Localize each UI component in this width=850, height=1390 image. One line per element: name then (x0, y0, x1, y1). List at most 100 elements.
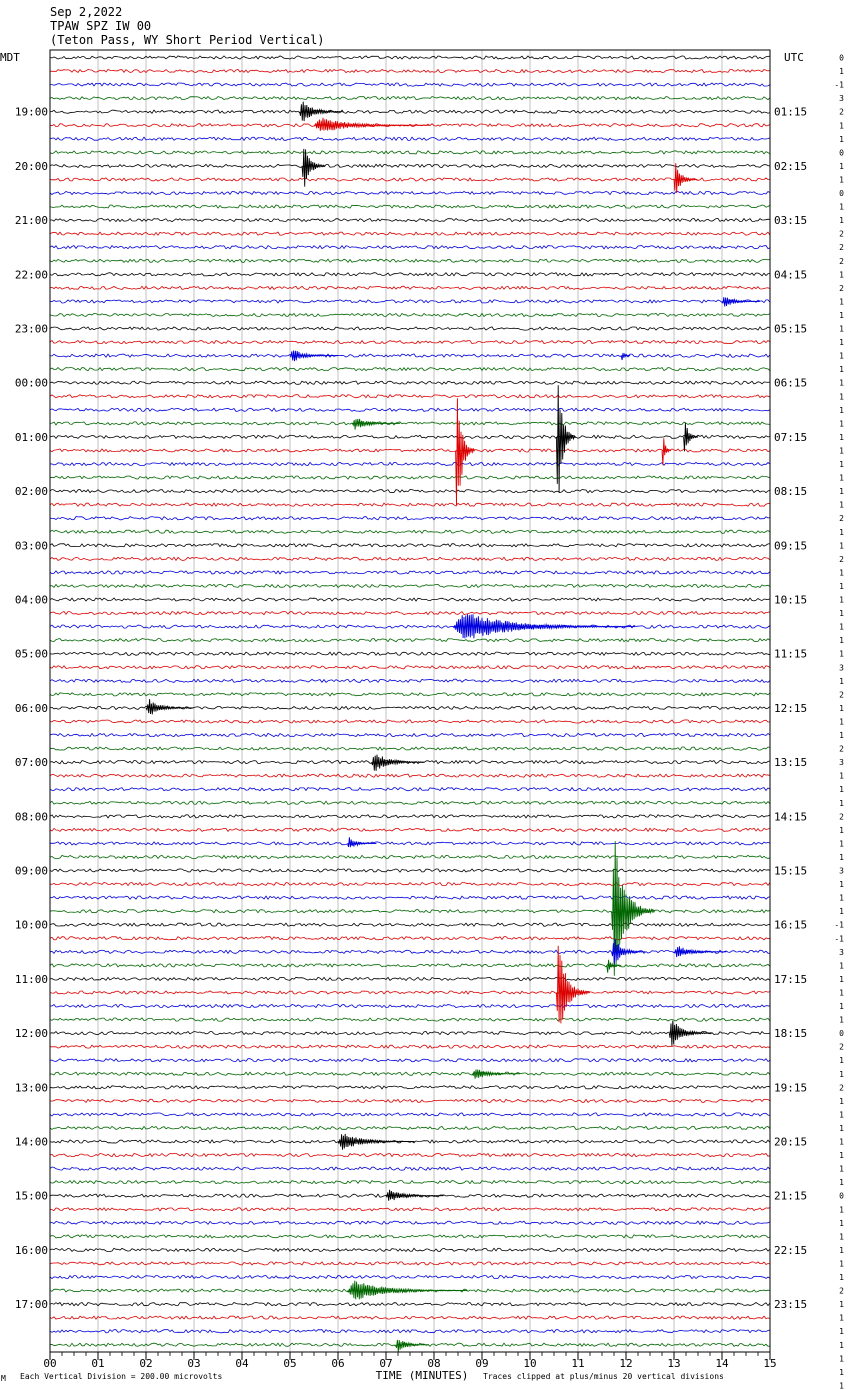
trace-row-27 (49, 421, 771, 426)
dc-offset-51: 2 (839, 745, 844, 754)
dc-offset-43: 1 (839, 636, 844, 645)
trace-row-67 (49, 963, 771, 968)
dc-offset-39: 1 (839, 582, 844, 591)
right-time-10: 11:15 (774, 648, 807, 661)
trace-row-80 (49, 1139, 771, 1144)
trace-row-21 (49, 339, 771, 345)
right-time-8: 09:15 (774, 539, 807, 552)
right-time-16: 17:15 (774, 973, 807, 986)
x-tick-label-3: 03 (187, 1357, 200, 1370)
trace-row-57 (49, 827, 771, 833)
right-time-0: 01:15 (774, 106, 807, 119)
left-time-4: 23:00 (15, 323, 48, 336)
corner-mark: M (1, 1374, 6, 1383)
event-20 (555, 945, 591, 1024)
trace-row-4 (49, 109, 771, 114)
dc-offset-98: 1 (839, 1381, 844, 1390)
event-14 (371, 754, 424, 771)
trace-row-41 (49, 610, 771, 616)
dc-offset-4: 2 (839, 108, 844, 117)
trace-row-83 (49, 1179, 771, 1185)
trace-row-50 (49, 732, 771, 738)
trace-row-28 (49, 434, 771, 440)
left-time-16: 11:00 (15, 973, 48, 986)
left-time-19: 14:00 (15, 1136, 48, 1149)
trace-row-72 (49, 1030, 771, 1036)
dc-offset-66: 3 (839, 948, 844, 957)
x-tick-label-11: 11 (571, 1357, 584, 1370)
right-time-2: 03:15 (774, 214, 807, 227)
trace-row-26 (49, 407, 771, 412)
right-time-7: 08:15 (774, 485, 807, 498)
event-6 (620, 352, 631, 361)
dc-offset-95: 1 (839, 1341, 844, 1350)
dc-offset-96: 1 (839, 1354, 844, 1363)
right-time-21: 22:15 (774, 1244, 807, 1257)
trace-row-38 (49, 570, 771, 575)
dc-offset-53: 1 (839, 772, 844, 781)
event-15 (347, 837, 377, 848)
event-25 (347, 1280, 468, 1300)
event-21 (668, 1020, 713, 1046)
event-16 (611, 841, 656, 976)
left-time-22: 17:00 (15, 1298, 48, 1311)
trace-row-81 (49, 1152, 771, 1158)
left-time-5: 00:00 (15, 377, 48, 390)
left-time-11: 06:00 (15, 702, 48, 715)
trace-row-29 (49, 448, 771, 453)
event-23 (337, 1133, 415, 1150)
dc-offset-87: 1 (839, 1232, 844, 1241)
dc-offset-45: 3 (839, 663, 844, 672)
trace-row-19 (49, 312, 771, 318)
trace-row-43 (49, 637, 771, 643)
trace-row-88 (49, 1247, 771, 1253)
dc-offset-44: 1 (839, 650, 844, 659)
trace-row-56 (49, 814, 771, 819)
dc-offset-76: 2 (839, 1083, 844, 1092)
dc-offset-47: 2 (839, 690, 844, 699)
dc-offset-52: 3 (839, 758, 844, 767)
dc-offset-16: 1 (839, 270, 844, 279)
trace-row-6 (49, 136, 771, 142)
right-time-3: 04:15 (774, 268, 807, 281)
dc-offset-14: 2 (839, 243, 844, 252)
x-tick-label-15: 15 (763, 1357, 776, 1370)
clip-note: Traces clipped at plus/minus 20 vertical… (483, 1372, 724, 1381)
trace-row-12 (49, 217, 771, 223)
left-time-0: 19:00 (15, 106, 48, 119)
trace-row-74 (49, 1057, 771, 1063)
dc-offset-74: 1 (839, 1056, 844, 1065)
trace-row-70 (50, 1003, 771, 1009)
dc-offset-63: 1 (839, 907, 844, 916)
seismic-traces (49, 55, 771, 1348)
left-time-21: 16:00 (15, 1244, 48, 1257)
trace-row-46 (49, 678, 771, 683)
dc-offset-49: 1 (839, 718, 844, 727)
right-time-4: 05:15 (774, 323, 807, 336)
dc-offset-3: 3 (839, 94, 844, 103)
trace-row-11 (49, 204, 771, 209)
trace-row-58 (49, 841, 771, 846)
plot-frame (49, 49, 771, 1353)
trace-row-40 (49, 597, 771, 602)
trace-row-34 (49, 516, 771, 521)
dc-offset-84: 0 (839, 1192, 844, 1201)
dc-offset-20: 1 (839, 325, 844, 334)
trace-row-30 (49, 461, 771, 467)
scale-note: Each Vertical Division = 200.00 microvol… (20, 1372, 222, 1381)
trace-row-78 (49, 1112, 771, 1117)
left-time-13: 08:00 (15, 810, 48, 823)
dc-offset-18: 1 (839, 297, 844, 306)
minute-grid (97, 50, 723, 1352)
left-time-6: 01:00 (15, 431, 48, 444)
dc-offset-89: 1 (839, 1260, 844, 1269)
dc-offset-34: 2 (839, 514, 844, 523)
x-axis-label: TIME (MINUTES) (376, 1369, 469, 1382)
trace-row-7 (49, 150, 771, 155)
trace-row-31 (49, 475, 771, 480)
x-tick-label-4: 04 (235, 1357, 249, 1370)
trace-row-71 (49, 1017, 771, 1022)
dc-offset-13: 2 (839, 230, 844, 239)
dc-offset-90: 1 (839, 1273, 844, 1282)
right-time-6: 07:15 (774, 431, 807, 444)
